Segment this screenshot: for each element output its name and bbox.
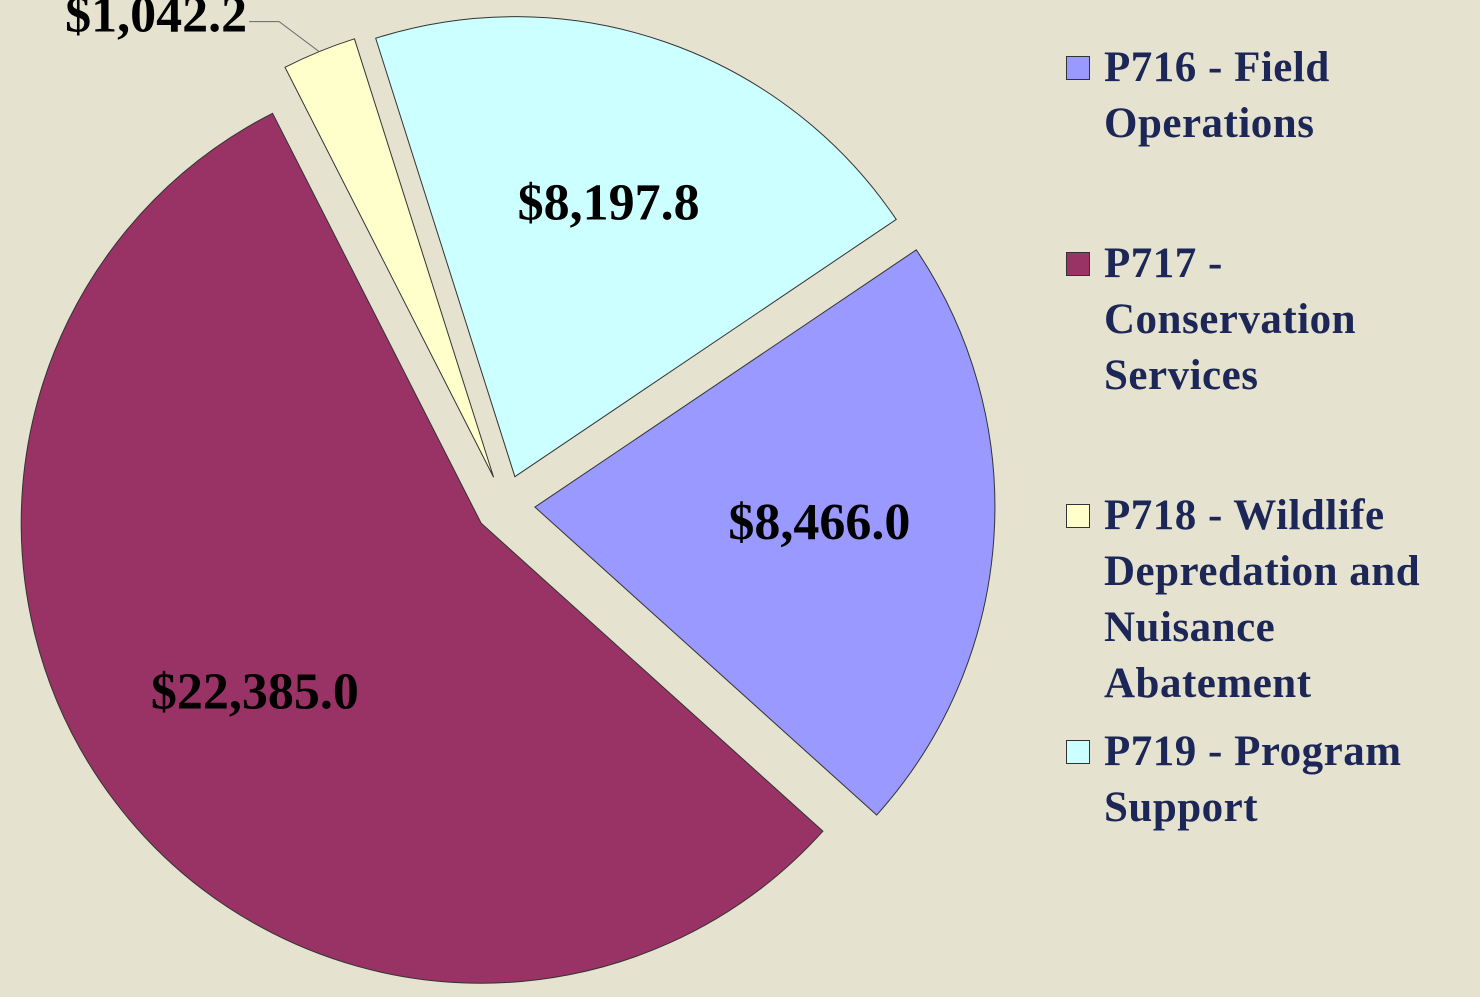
legend: P716 - Field Operations P717 - Conservati… [1066,40,1476,920]
chart: $8,466.0 $22,385.0 $1,042.2 $8,197.8 [0,0,1040,997]
legend-item: P719 - Program Support [1066,724,1476,836]
page: $8,466.0 $22,385.0 $1,042.2 $8,197.8 P716 -… [0,0,1480,997]
value-label: $8,466.0 [728,494,910,551]
legend-swatch [1066,56,1090,80]
legend-label: P718 - Wildlife Depredation and Nuisance… [1104,488,1476,712]
legend-label: P717 - Conservation Services [1104,236,1476,404]
value-label: $1,042.2 [65,0,247,44]
legend-item: P716 - Field Operations [1066,40,1476,152]
legend-swatch [1066,252,1090,276]
legend-label: P719 - Program Support [1104,724,1476,836]
legend-label: P716 - Field Operations [1104,40,1476,152]
value-label: $22,385.0 [151,664,359,721]
legend-swatch [1066,740,1090,764]
legend-item: P718 - Wildlife Depredation and Nuisance… [1066,488,1476,712]
legend-swatch [1066,504,1090,528]
value-label: $8,197.8 [518,174,700,231]
legend-item: P717 - Conservation Services [1066,236,1476,404]
leader-line [249,22,319,52]
